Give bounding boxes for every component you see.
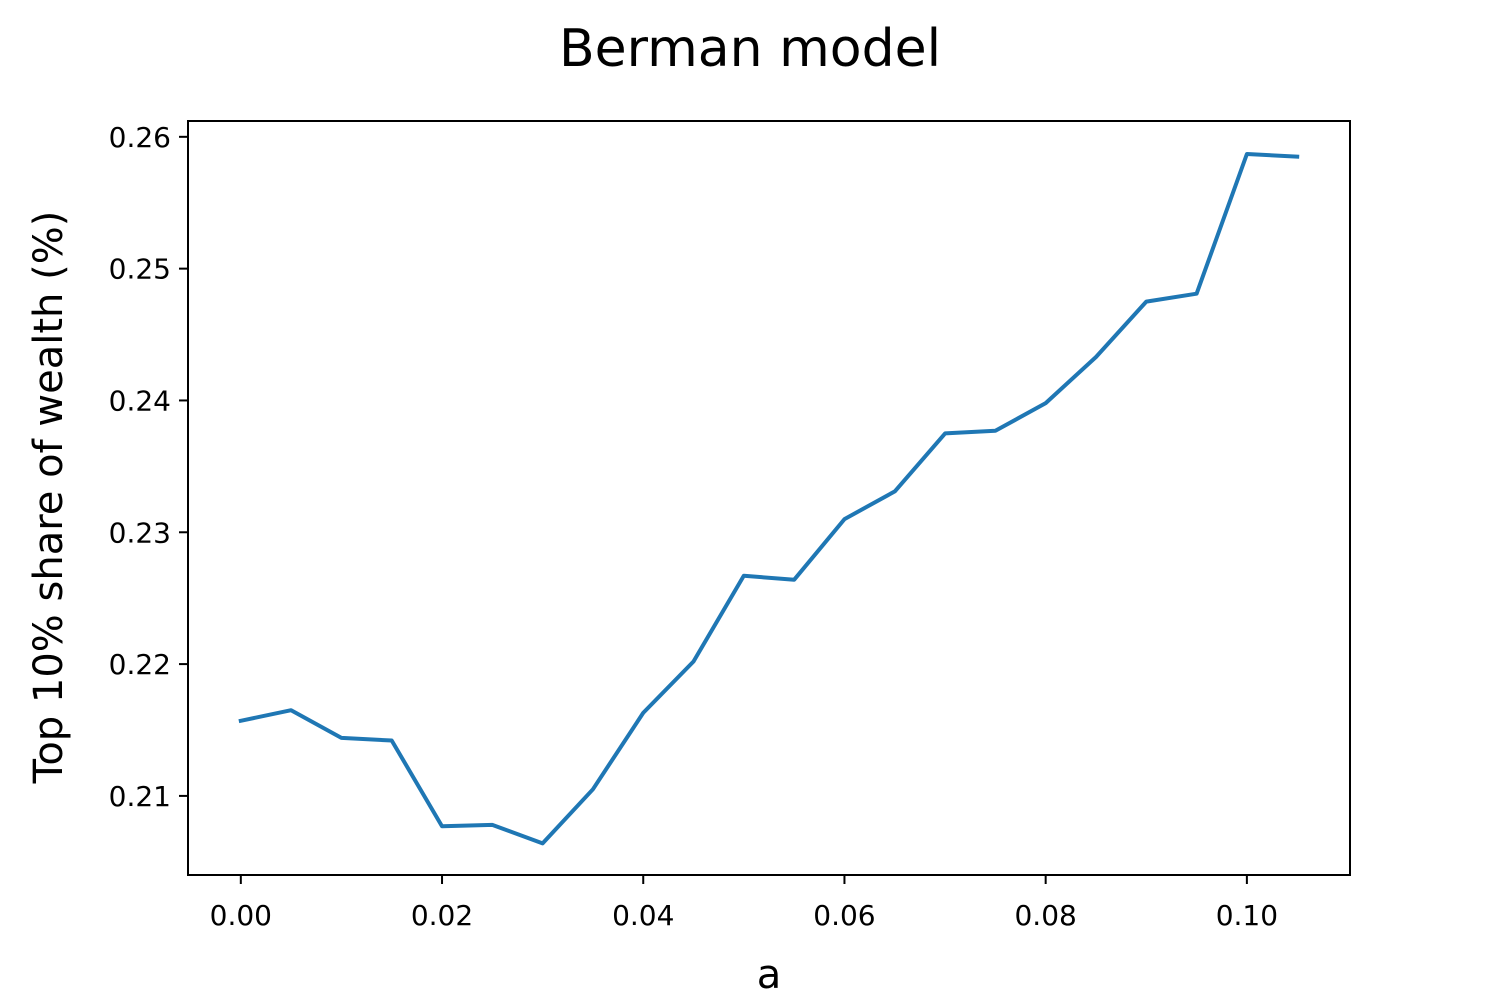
y-axis-label: Top 10% share of wealth (%): [26, 211, 72, 785]
chart-title: Berman model: [559, 19, 941, 79]
y-tick-label: 0.22: [109, 648, 171, 681]
x-tick-label: 0.00: [210, 899, 272, 932]
series-line: [238, 152, 1300, 846]
x-axis-label: a: [757, 952, 782, 998]
y-tick-label: 0.26: [109, 121, 171, 154]
plot-area: 0.00 0.02 0.04 0.06 0.08 0.10 0.21 0.22 0.23 0.24…: [109, 120, 1351, 932]
plot-frame: [187, 120, 1351, 876]
x-tick-label: 0.06: [813, 899, 875, 932]
x-tick-label: 0.08: [1014, 899, 1076, 932]
y-tick-label: 0.21: [109, 780, 171, 813]
x-tick-label: 0.02: [411, 899, 473, 932]
y-tick-label: 0.23: [109, 516, 171, 549]
y-tick-label: 0.24: [109, 384, 171, 417]
x-tick-label: 0.04: [612, 899, 674, 932]
y-tick-label: 0.25: [109, 253, 171, 286]
x-tick-label: 0.10: [1216, 899, 1278, 932]
